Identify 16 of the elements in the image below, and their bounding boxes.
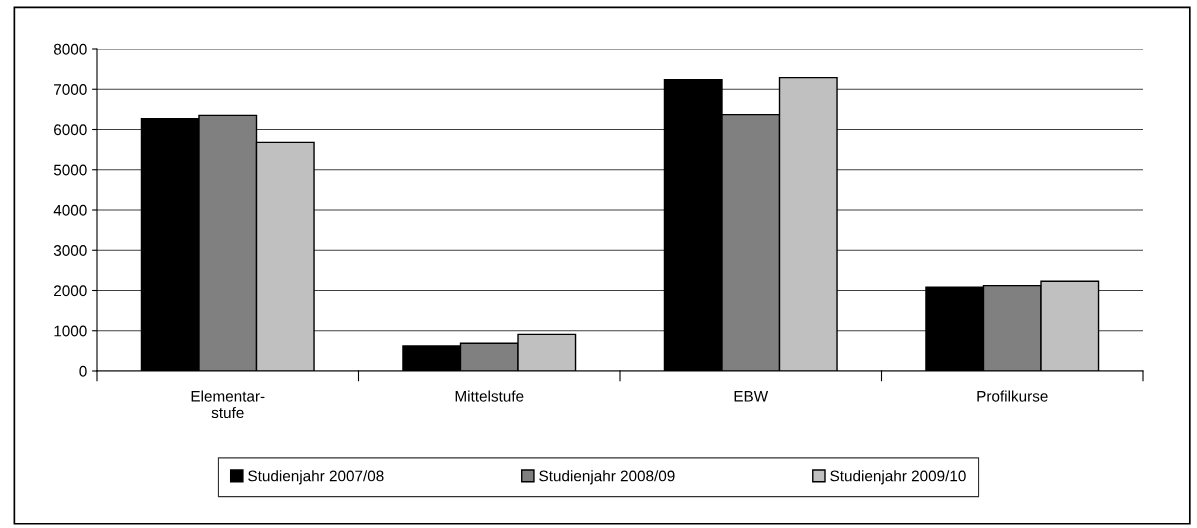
y-tick-label: 7000 (54, 84, 87, 95)
y-tick-label: 1000 (54, 325, 87, 337)
y-tick-label: 8000 (53, 43, 87, 55)
y-tick-label: 6000 (54, 124, 87, 136)
legend-label: Studienjahr 2008/09 (539, 470, 675, 485)
x-tick-label: Profilkurse (977, 390, 1048, 402)
x-tick-label: Mittelstufe (455, 390, 524, 402)
legend-label: Studienjahr 2009/10 (830, 470, 966, 485)
x-tick-label: Elementar- stufe (191, 390, 265, 419)
y-tick-label: 4000 (53, 204, 87, 216)
x-tick-label: EBW (734, 391, 769, 402)
y-tick-label: 2000 (54, 285, 87, 297)
y-tick-label: 5000 (53, 164, 87, 176)
y-tick-label: 3000 (53, 245, 87, 256)
legend-label: Studienjahr 2007/08 (248, 470, 384, 485)
y-tick-label: 0 (79, 365, 87, 377)
